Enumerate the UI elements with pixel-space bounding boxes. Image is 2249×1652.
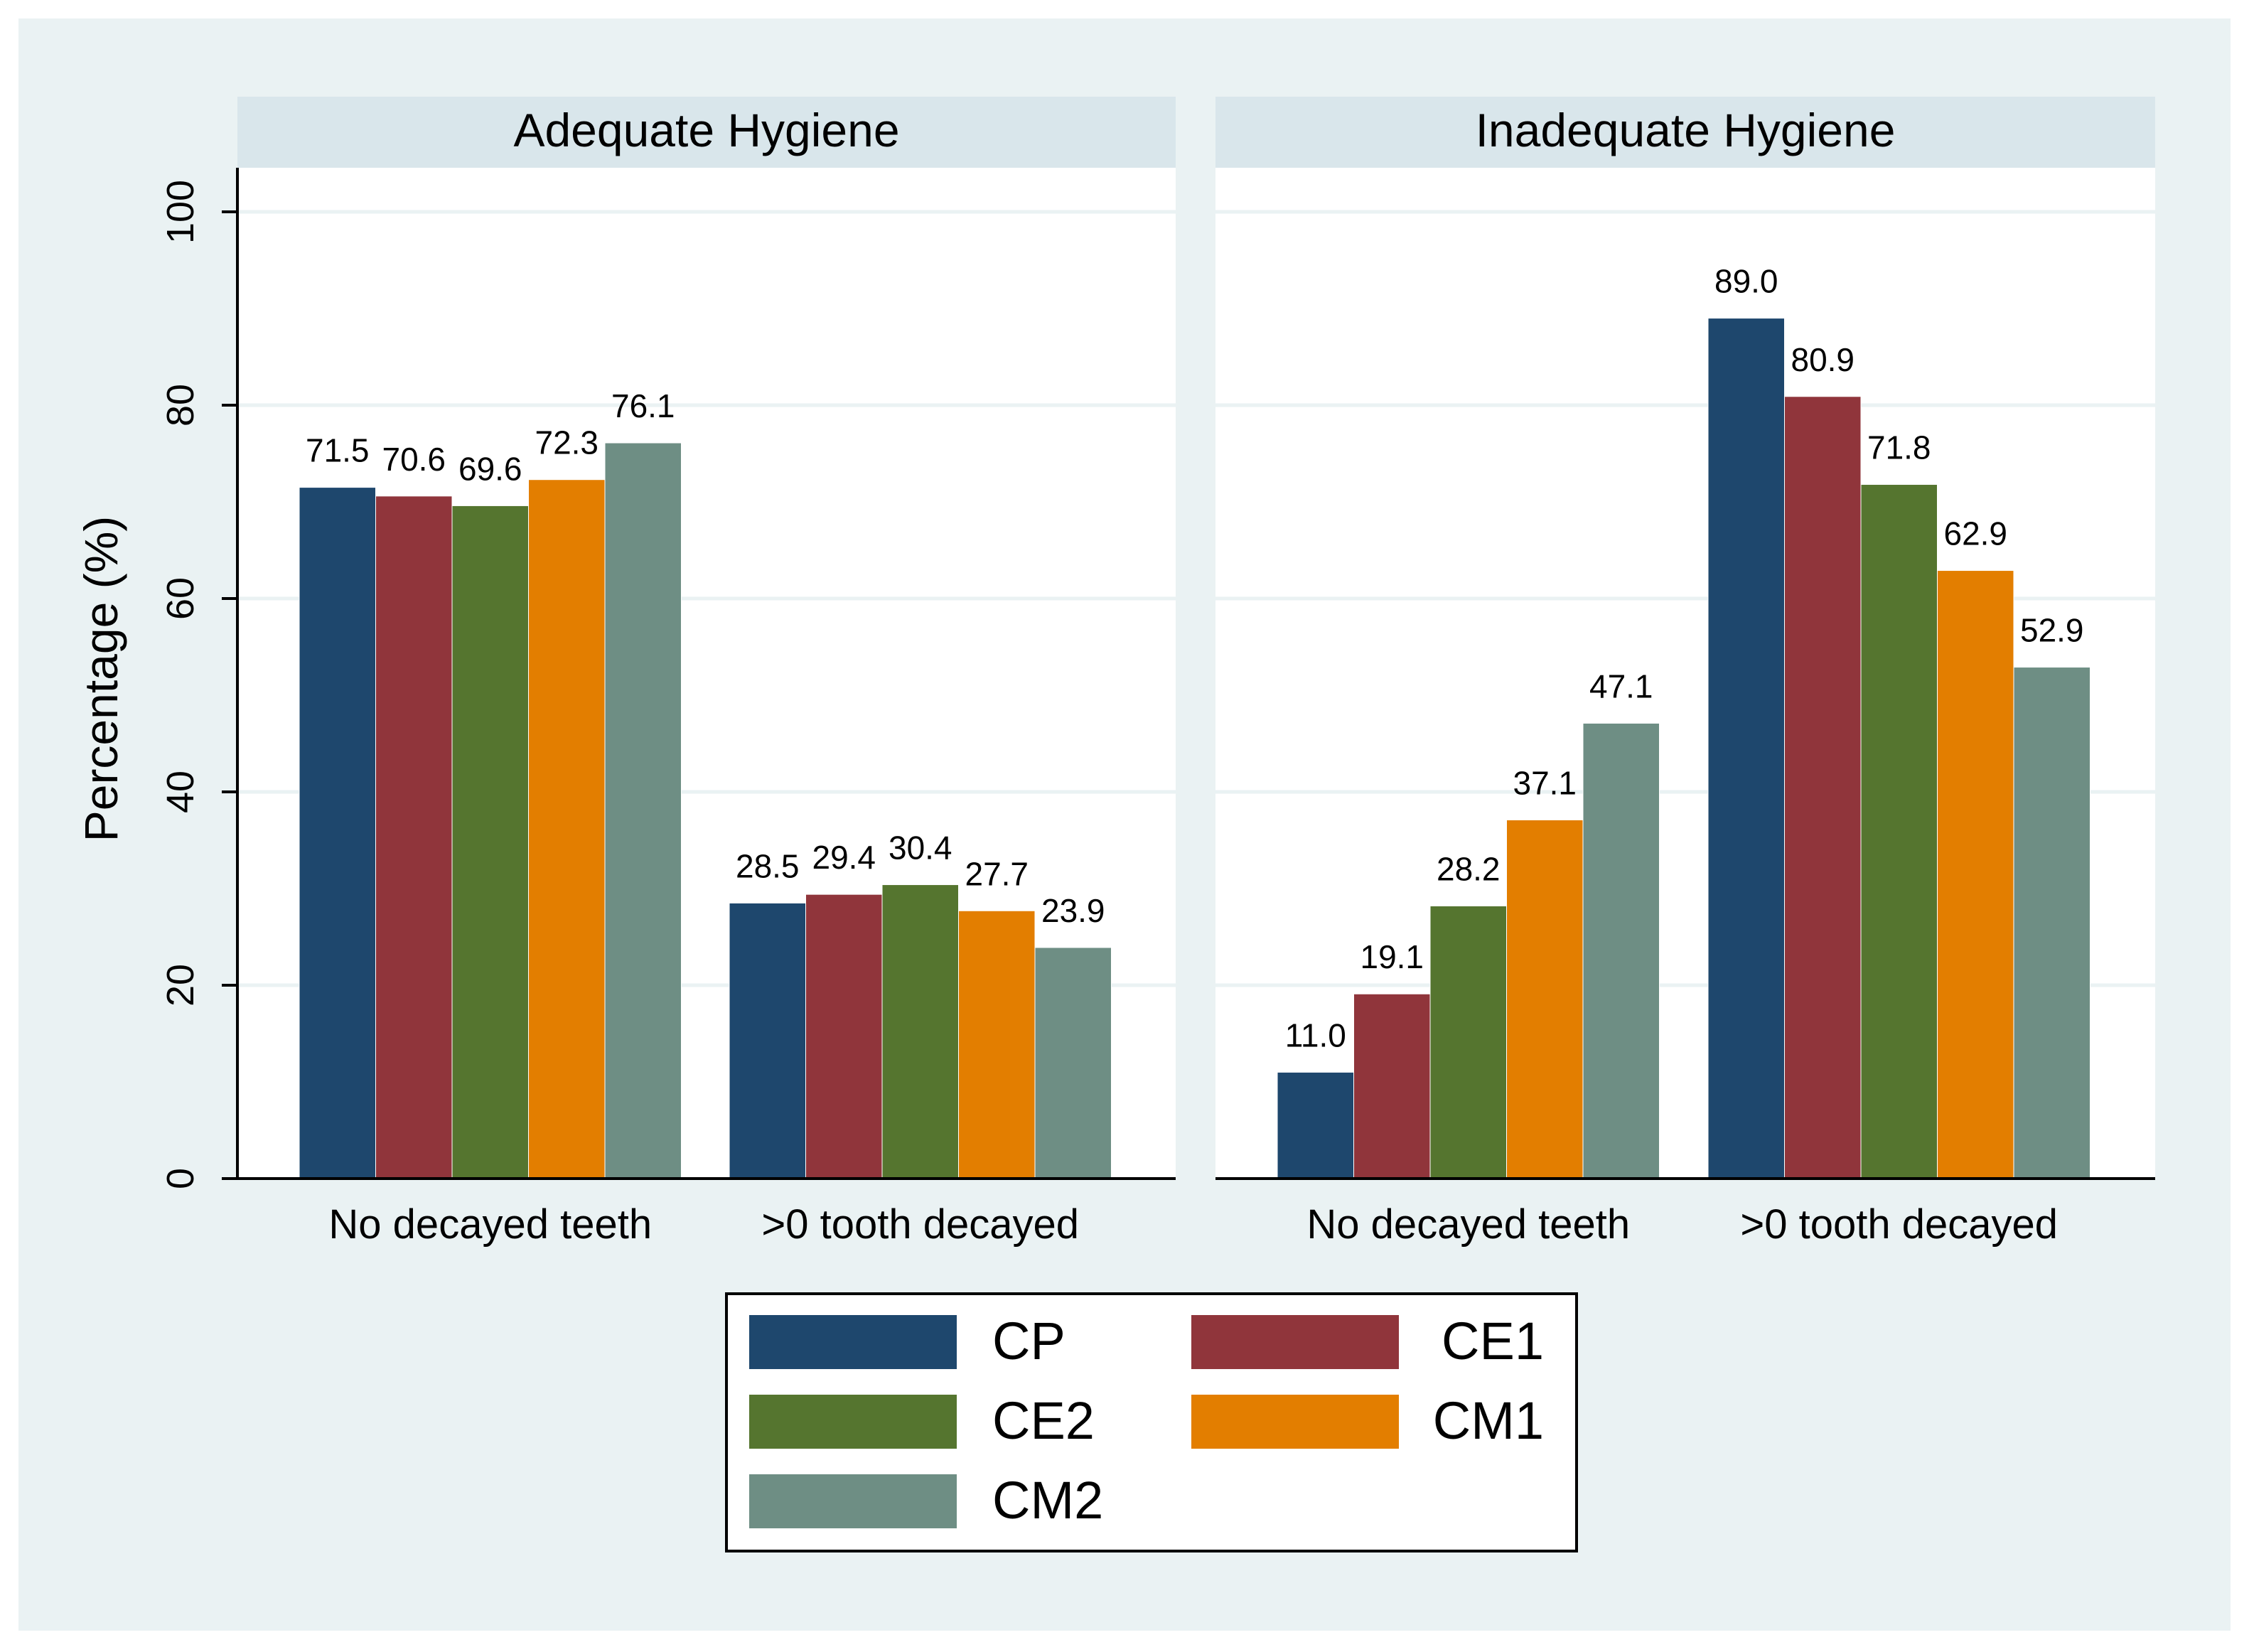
y-tick-label: 100 [159, 180, 202, 244]
y-tick-label: 80 [159, 384, 202, 427]
legend-label: CM1 [1433, 1391, 1544, 1450]
legend-label: CM2 [992, 1471, 1103, 1530]
legend-swatch [1191, 1315, 1399, 1369]
legend: CP CE1 CE2 CM1 CM2 [725, 1292, 1578, 1552]
category-label: No decayed teeth [1306, 1201, 1630, 1248]
data-label: 27.7 [965, 855, 1029, 892]
bar-ce2 [451, 505, 529, 1179]
data-label: 23.9 [1041, 892, 1105, 929]
bar-cp [729, 902, 806, 1179]
bar-ce2 [1860, 484, 1938, 1179]
bar-ce1 [375, 495, 453, 1179]
bar-ce2 [881, 884, 959, 1179]
bar-ce1 [1784, 396, 1862, 1179]
panels: Adequate Hygiene 71.5 70.6 69.6 72.3 76.1 No d… [159, 97, 2155, 1248]
panel-title: Adequate Hygiene [513, 104, 899, 156]
bar-cm2 [2013, 667, 2090, 1179]
panel-title: Inadequate Hygiene [1476, 104, 1896, 156]
bar-cm2 [604, 442, 682, 1179]
bar-cp [1277, 1071, 1354, 1179]
category-label: >0 tooth decayed [761, 1201, 1079, 1248]
data-label: 80.9 [1791, 341, 1855, 378]
bar-cm1 [528, 479, 606, 1179]
legend-item-ce1: CE1 [1191, 1312, 1544, 1371]
bar-cm1 [1506, 819, 1584, 1179]
y-tick-label: 40 [159, 771, 202, 813]
data-label: 72.3 [535, 424, 599, 461]
data-label: 52.9 [2020, 612, 2084, 649]
legend-item-ce2: CE2 [749, 1391, 1095, 1450]
y-tick-label: 0 [159, 1168, 202, 1189]
legend-swatch [749, 1395, 957, 1449]
legend-label: CE2 [992, 1391, 1095, 1450]
category-label: >0 tooth decayed [1740, 1201, 2058, 1248]
panel-1: Adequate Hygiene 71.5 70.6 69.6 72.3 76.1 No d… [159, 97, 1176, 1248]
data-label: 70.6 [382, 441, 446, 478]
legend-label: CE1 [1442, 1312, 1544, 1371]
legend-item-cm1: CM1 [1191, 1391, 1544, 1450]
bar-cp [299, 487, 376, 1179]
data-label: 11.0 [1285, 1017, 1346, 1053]
bar-cm2 [1582, 722, 1660, 1179]
bar-cm1 [958, 910, 1036, 1179]
data-label: 47.1 [1589, 667, 1653, 704]
data-label: 69.6 [458, 450, 522, 487]
bar-ce1 [1353, 993, 1431, 1179]
data-label: 71.8 [1867, 429, 1931, 466]
bar-cp [1707, 318, 1785, 1179]
data-label: 37.1 [1513, 764, 1577, 801]
legend-item-cp: CP [749, 1312, 1066, 1371]
panel-strip [1215, 97, 2155, 168]
y-axis-title: Percentage (%) [75, 516, 127, 842]
data-label: 89.0 [1714, 263, 1778, 300]
legend-swatch [749, 1474, 957, 1528]
y-tick-label: 60 [159, 577, 202, 620]
data-label: 30.4 [889, 830, 952, 867]
data-label: 62.9 [1943, 515, 2007, 552]
legend-swatch [1191, 1395, 1399, 1449]
data-label: 28.5 [736, 847, 800, 884]
legend-swatch [749, 1315, 957, 1369]
panel-strip [237, 97, 1176, 168]
y-tick-label: 20 [159, 964, 202, 1007]
bar-ce1 [805, 894, 883, 1179]
category-label: No decayed teeth [328, 1201, 652, 1248]
data-label: 71.5 [306, 432, 370, 469]
bar-cm1 [1937, 570, 2014, 1179]
bar-cm2 [1034, 947, 1112, 1179]
data-label: 29.4 [812, 839, 876, 876]
legend-item-cm2: CM2 [749, 1471, 1103, 1530]
data-label: 28.2 [1437, 850, 1501, 887]
panel-2: Inadequate Hygiene 11.0 19.1 28.2 37.1 47.1 No… [1215, 97, 2155, 1248]
bar-ce2 [1429, 905, 1507, 1179]
legend-label: CP [992, 1312, 1066, 1371]
data-label: 76.1 [611, 387, 675, 424]
data-label: 19.1 [1360, 938, 1424, 975]
